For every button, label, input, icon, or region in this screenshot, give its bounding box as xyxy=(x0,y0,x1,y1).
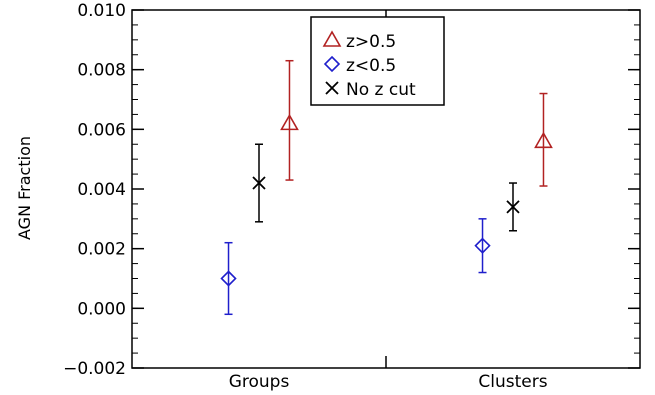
data-point xyxy=(252,176,266,190)
data-point xyxy=(534,131,553,149)
y-tick-label: 0.010 xyxy=(77,1,126,21)
legend-label: No z cut xyxy=(346,80,416,100)
data-point xyxy=(220,270,237,287)
data-marks xyxy=(220,59,553,316)
legend-label: z<0.5 xyxy=(346,56,396,76)
legend: z>0.5 z<0.5 No z cut xyxy=(310,16,445,106)
y-tick-label: −0.002 xyxy=(63,359,126,379)
y-tick-label: 0.006 xyxy=(77,120,126,140)
data-point xyxy=(506,200,520,214)
x-category-label: Groups xyxy=(229,372,290,392)
legend-label: z>0.5 xyxy=(346,32,396,52)
legend-marker xyxy=(323,55,341,73)
y-tick-label: 0.008 xyxy=(77,61,126,81)
y-tick-label: 0.002 xyxy=(77,240,126,260)
legend-marker xyxy=(325,81,339,95)
y-tick-label: 0.004 xyxy=(77,180,126,200)
plot-frame xyxy=(131,9,641,369)
data-point xyxy=(280,113,299,131)
y-axis-title: AGN Fraction xyxy=(15,136,34,240)
x-category-label: Clusters xyxy=(478,372,547,392)
data-point xyxy=(474,237,491,254)
y-tick-label: 0.000 xyxy=(77,299,126,319)
legend-marker xyxy=(322,30,342,47)
